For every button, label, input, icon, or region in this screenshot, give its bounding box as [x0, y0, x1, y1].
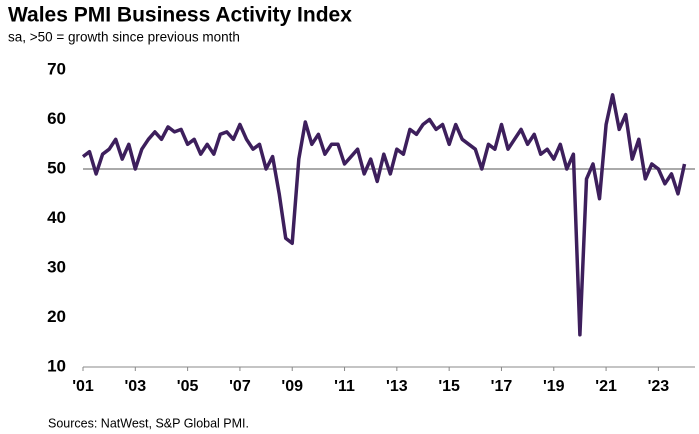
x-tick-label: '13 — [386, 378, 408, 395]
y-tick-label: 60 — [47, 109, 66, 128]
y-tick-label: 70 — [47, 59, 66, 78]
y-tick-label: 10 — [47, 356, 66, 375]
x-tick-label: '03 — [125, 378, 147, 395]
x-tick-label: '01 — [72, 378, 94, 395]
chart-title: Wales PMI Business Activity Index — [8, 4, 352, 27]
source-note: Sources: NatWest, S&P Global PMI. — [48, 416, 249, 430]
x-tick-label: '17 — [491, 378, 513, 395]
x-tick-label: '19 — [543, 378, 565, 395]
x-tick-label: '23 — [648, 378, 670, 395]
y-tick-label: 20 — [47, 307, 66, 326]
x-tick-label: '11 — [334, 378, 355, 395]
chart-subtitle: sa, >50 = growth since previous month — [8, 30, 240, 45]
x-tick-label: '21 — [595, 378, 617, 395]
y-tick-label: 30 — [47, 257, 66, 276]
data-line — [81, 93, 687, 337]
y-tick-label: 40 — [47, 208, 66, 227]
x-tick-label: '15 — [438, 378, 460, 395]
x-tick-label: '05 — [177, 378, 199, 395]
y-tick-label: 50 — [47, 158, 66, 177]
x-tick-label: '07 — [229, 378, 251, 395]
x-tick-label: '09 — [281, 378, 303, 395]
